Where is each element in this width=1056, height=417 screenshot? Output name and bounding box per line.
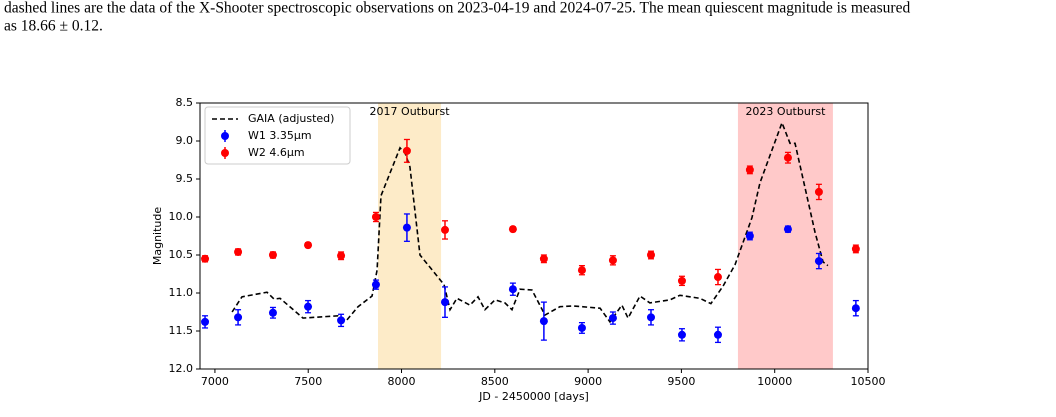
data-point (440, 225, 449, 234)
x-tick-label: 9500 (667, 375, 695, 388)
caption-line: dashed lines are the data of the X-Shoot… (4, 0, 910, 17)
x-tick-label: 9000 (574, 375, 602, 388)
y-axis-label: Magnitude (151, 207, 164, 266)
legend-box (204, 106, 351, 165)
data-point (713, 273, 722, 282)
x-axis-label: JD - 2450000 [days] (478, 390, 589, 403)
data-point (268, 308, 277, 317)
data-point (234, 313, 243, 322)
x-tick-label: 7500 (294, 375, 322, 388)
data-point (337, 251, 346, 260)
data-point (371, 213, 380, 221)
data-point (402, 223, 411, 232)
y-tick-label: 10.0 (169, 210, 194, 223)
data-point (646, 313, 655, 322)
legend-label: W1 3.35μm (248, 129, 312, 142)
data-point (440, 298, 449, 307)
data-point (677, 276, 686, 285)
axes-frame (199, 102, 869, 370)
legend-label: GAIA (adjusted) (248, 112, 334, 125)
data-point (577, 323, 586, 332)
data-point (201, 254, 210, 263)
legend-label: W2 4.6μm (248, 146, 305, 159)
x-tick-label: 10000 (757, 375, 792, 388)
data-point (508, 225, 517, 234)
data-point (234, 247, 243, 256)
span-label: 2023 Outburst (745, 105, 826, 118)
caption-line: as 18.66 ± 0.12. (4, 18, 103, 35)
y-tick-label: 12.0 (169, 362, 194, 375)
data-point (539, 317, 548, 326)
data-point (201, 317, 210, 326)
data-point (304, 241, 313, 250)
y-tick-label: 9.5 (176, 172, 194, 185)
data-point (851, 304, 860, 313)
data-point (713, 330, 722, 339)
data-point (814, 187, 823, 196)
x-tick-label: 7000 (201, 375, 229, 388)
data-point (814, 257, 823, 266)
data-point (577, 266, 586, 275)
y-tick-label: 11.0 (169, 286, 194, 299)
x-tick-label: 8000 (388, 375, 416, 388)
data-point (608, 314, 617, 323)
y-tick-label: 10.5 (169, 248, 194, 261)
data-point (508, 285, 517, 294)
data-point (646, 251, 655, 259)
y-tick-label: 9.0 (176, 134, 194, 147)
data-point (539, 254, 548, 263)
data-point (851, 244, 860, 253)
data-point (304, 302, 313, 311)
data-point (268, 251, 277, 259)
legend-marker (221, 132, 229, 140)
data-point (677, 330, 686, 339)
data-point (783, 153, 792, 162)
span-label: 2017 Outburst (370, 105, 451, 118)
data-point (745, 232, 754, 240)
x-tick-label: 10500 (851, 375, 886, 388)
plot: 2017 Outburst 2023 Outburst 7000 7500 8000 85… (151, 96, 886, 403)
y-tick-label: 11.5 (169, 324, 194, 337)
data-point (337, 316, 346, 325)
data-point (402, 146, 411, 155)
legend-marker (221, 149, 229, 157)
x-tick-label: 8500 (481, 375, 509, 388)
outburst-span (378, 103, 442, 369)
data-point (608, 256, 617, 265)
gaia-line (231, 120, 829, 324)
data-point (371, 280, 380, 289)
y-tick-label: 8.5 (176, 96, 194, 109)
data-point (783, 225, 792, 234)
data-point (745, 165, 754, 174)
